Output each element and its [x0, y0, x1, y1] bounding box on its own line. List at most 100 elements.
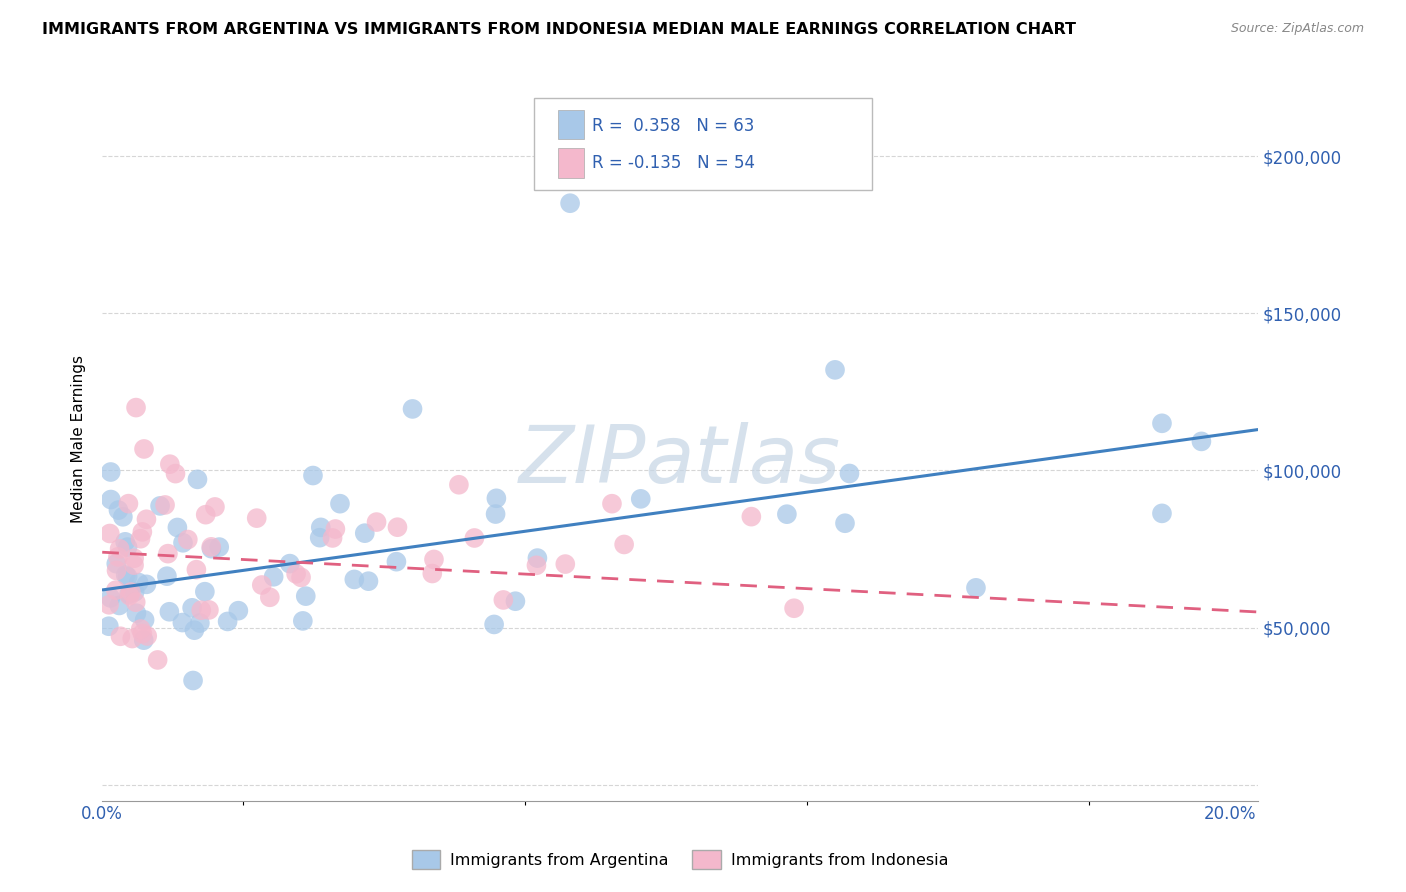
Point — [294, 589, 316, 603]
Point — [128, 575, 150, 590]
Point — [177, 533, 200, 547]
Point — [181, 673, 204, 688]
Point — [132, 442, 155, 456]
Point — [308, 531, 330, 545]
Point — [329, 497, 352, 511]
Point — [120, 585, 142, 599]
Point — [135, 577, 157, 591]
Point — [107, 549, 129, 564]
Point — [505, 594, 527, 608]
Point — [1191, 434, 1213, 449]
Point — [131, 524, 153, 539]
Point — [484, 507, 506, 521]
Point — [554, 557, 576, 571]
Point — [114, 534, 136, 549]
Point — [129, 622, 152, 636]
Point — [965, 581, 987, 595]
Point — [776, 507, 799, 521]
Point — [166, 520, 188, 534]
Point — [186, 472, 208, 486]
Point — [325, 522, 347, 536]
Point — [117, 497, 139, 511]
Point — [200, 541, 222, 556]
Point — [447, 477, 470, 491]
Point — [250, 578, 273, 592]
Point — [263, 570, 285, 584]
Point — [129, 532, 152, 546]
Point — [353, 526, 375, 541]
Point — [136, 629, 159, 643]
Point — [278, 557, 301, 571]
Text: Source: ZipAtlas.com: Source: ZipAtlas.com — [1230, 22, 1364, 36]
Point — [387, 520, 409, 534]
Point — [188, 615, 211, 630]
Point — [108, 541, 131, 556]
Point — [122, 551, 145, 566]
Point — [125, 595, 148, 609]
Point — [104, 583, 127, 598]
Point — [343, 573, 366, 587]
Point — [423, 552, 446, 566]
Point — [135, 512, 157, 526]
Point — [132, 633, 155, 648]
Point — [98, 526, 121, 541]
Point — [783, 601, 806, 615]
Point — [125, 606, 148, 620]
Point — [186, 563, 208, 577]
Point — [824, 363, 846, 377]
Point — [1150, 417, 1173, 431]
Y-axis label: Median Male Earnings: Median Male Earnings — [72, 355, 86, 523]
Point — [291, 614, 314, 628]
Point — [366, 515, 388, 529]
Point — [105, 564, 128, 578]
Point — [600, 497, 623, 511]
Point — [482, 617, 505, 632]
Point — [111, 509, 134, 524]
Point — [156, 547, 179, 561]
Point — [122, 558, 145, 573]
Point — [194, 584, 217, 599]
Point — [838, 467, 860, 481]
Point — [153, 498, 176, 512]
Point — [108, 599, 131, 613]
Point — [420, 566, 443, 581]
Legend: Immigrants from Argentina, Immigrants from Indonesia: Immigrants from Argentina, Immigrants fr… — [405, 844, 955, 876]
Point — [105, 557, 128, 571]
Text: ZIPatlas: ZIPatlas — [519, 422, 841, 500]
Point — [165, 467, 187, 481]
Point — [107, 503, 129, 517]
Point — [834, 516, 856, 531]
Point — [172, 615, 194, 630]
Point — [157, 605, 180, 619]
Point — [485, 491, 508, 506]
Point — [558, 196, 581, 211]
Point — [357, 574, 380, 589]
Point — [134, 613, 156, 627]
Point — [217, 615, 239, 629]
Point — [100, 591, 122, 605]
Text: IMMIGRANTS FROM ARGENTINA VS IMMIGRANTS FROM INDONESIA MEDIAN MALE EARNINGS CORR: IMMIGRANTS FROM ARGENTINA VS IMMIGRANTS … — [42, 22, 1076, 37]
Point — [526, 551, 548, 566]
Point — [613, 537, 636, 551]
Point — [117, 540, 139, 554]
Point — [290, 570, 312, 584]
Point — [228, 604, 250, 618]
Point — [149, 499, 172, 513]
Point — [125, 401, 148, 415]
Text: R = -0.135   N = 54: R = -0.135 N = 54 — [592, 153, 755, 171]
Point — [246, 511, 269, 525]
Point — [131, 626, 153, 640]
Point — [309, 520, 332, 534]
Point — [100, 492, 122, 507]
Point — [118, 587, 141, 601]
Point — [121, 632, 143, 646]
Point — [146, 653, 169, 667]
Point — [198, 603, 221, 617]
Point — [302, 468, 325, 483]
Point — [322, 531, 344, 545]
Point — [181, 600, 204, 615]
Point — [183, 623, 205, 637]
Point — [200, 540, 222, 554]
Point — [110, 629, 132, 643]
Point — [114, 568, 136, 582]
